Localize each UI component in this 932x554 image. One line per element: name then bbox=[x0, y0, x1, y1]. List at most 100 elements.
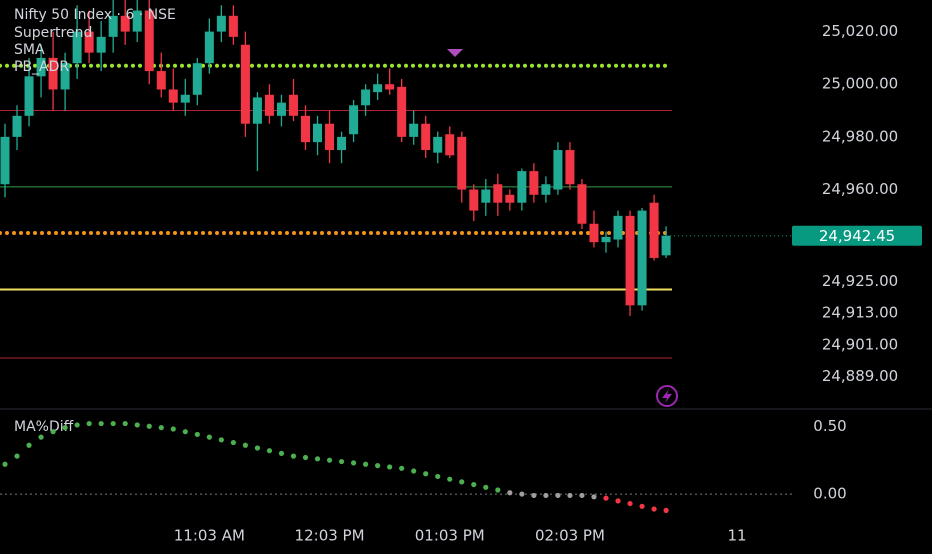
indicator-dot bbox=[399, 465, 405, 471]
candle-body bbox=[288, 94, 298, 116]
indicator-dot bbox=[158, 425, 164, 431]
signal-marker bbox=[447, 49, 463, 57]
candle-body bbox=[349, 105, 359, 135]
indicator-dot bbox=[182, 429, 188, 435]
indicator-dot bbox=[326, 457, 333, 463]
indicator-dot bbox=[375, 463, 381, 469]
candle-body bbox=[373, 84, 383, 93]
legend-entry: Supertrend bbox=[14, 25, 92, 41]
candle-body bbox=[180, 94, 190, 103]
candle-body bbox=[204, 31, 214, 64]
candle-body bbox=[276, 102, 286, 116]
indicator-dot bbox=[266, 448, 273, 454]
indicator-tick-label: 0.50 bbox=[813, 417, 846, 435]
candle-body bbox=[565, 150, 575, 185]
indicator-tick-label: 0.00 bbox=[813, 485, 846, 503]
candle-body bbox=[481, 189, 491, 203]
indicator-dot bbox=[14, 453, 20, 459]
indicator-dot bbox=[435, 473, 441, 480]
indicator-dot bbox=[278, 450, 285, 457]
candle-body bbox=[12, 115, 22, 137]
indicator-dot bbox=[338, 458, 345, 465]
indicator-dot bbox=[507, 490, 513, 496]
x-tick-label: 11 bbox=[727, 527, 746, 545]
indicator-dot bbox=[38, 434, 44, 440]
y-tick-label: 24,980.00 bbox=[822, 127, 898, 145]
indicator-dot bbox=[314, 456, 321, 462]
candle-body bbox=[240, 44, 250, 124]
candle-body bbox=[649, 202, 659, 258]
indicator-dot bbox=[363, 461, 369, 467]
legend-entry: PB_ADR bbox=[14, 59, 69, 75]
indicator-dot bbox=[194, 431, 200, 438]
candle-body bbox=[661, 235, 671, 256]
candle-body bbox=[457, 136, 467, 190]
x-tick-label: 11:03 AM bbox=[174, 527, 245, 545]
indicator-dot bbox=[651, 506, 657, 512]
indicator-dot bbox=[170, 426, 176, 432]
last-price-box bbox=[792, 225, 922, 246]
candle-body bbox=[529, 171, 539, 195]
candle-body bbox=[228, 15, 238, 37]
candle-body bbox=[385, 84, 395, 90]
indicator-dot bbox=[230, 439, 236, 446]
indicator-dot bbox=[122, 420, 128, 427]
candle-body bbox=[132, 10, 142, 32]
candle-body bbox=[192, 63, 202, 95]
indicator-dot bbox=[459, 479, 465, 485]
indicator-name: MA%Diff bbox=[14, 419, 74, 435]
indicator-dot bbox=[350, 460, 357, 466]
indicator-dot bbox=[555, 492, 561, 499]
candle-body bbox=[0, 136, 10, 185]
candle-body bbox=[445, 134, 455, 156]
indicator-dot bbox=[495, 487, 501, 493]
candle-body bbox=[168, 89, 178, 103]
candle-body bbox=[469, 189, 479, 211]
candle-body bbox=[144, 10, 154, 72]
indicator-dot bbox=[206, 434, 212, 440]
candle-body bbox=[313, 123, 323, 143]
indicator-dot bbox=[411, 468, 417, 474]
candle-body bbox=[301, 115, 310, 143]
indicator-dot bbox=[423, 471, 429, 477]
indicator-dot bbox=[627, 500, 633, 507]
candle-body bbox=[337, 136, 347, 151]
candle-body bbox=[433, 136, 443, 153]
indicator-dot bbox=[567, 492, 573, 499]
indicator-dot bbox=[50, 429, 56, 435]
candle-body bbox=[589, 223, 599, 243]
y-tick-label: 24,901.00 bbox=[822, 335, 898, 353]
alert-icon[interactable] bbox=[656, 385, 678, 407]
indicator-dot bbox=[483, 484, 489, 490]
candle-body bbox=[216, 15, 226, 32]
indicator-dot bbox=[26, 442, 32, 448]
y-tick-label: 25,020.00 bbox=[822, 22, 898, 40]
chart-title: Nifty 50 Index · 6 · NSE bbox=[14, 7, 176, 23]
x-tick-label: 12:03 PM bbox=[295, 527, 365, 545]
candle-body bbox=[120, 15, 130, 32]
indicator-dot bbox=[591, 494, 597, 500]
indicator-dot bbox=[639, 503, 645, 509]
candle-body bbox=[361, 89, 371, 106]
candle-body bbox=[517, 171, 527, 203]
indicator-dot bbox=[603, 495, 609, 501]
alert-bolt bbox=[662, 389, 672, 403]
candle-body bbox=[96, 36, 106, 53]
candle-body bbox=[637, 210, 647, 306]
candle-body bbox=[505, 194, 515, 203]
candle-body bbox=[409, 123, 419, 137]
candle-body bbox=[252, 97, 262, 124]
candle-body bbox=[36, 57, 46, 77]
candle-body bbox=[72, 31, 82, 64]
candle-body bbox=[60, 63, 70, 90]
candle-body bbox=[493, 184, 503, 203]
indicator-dot bbox=[302, 454, 309, 461]
indicator-dot bbox=[387, 464, 393, 470]
indicator-dot bbox=[471, 481, 477, 488]
y-tick-label: 24,913.00 bbox=[822, 304, 898, 322]
indicator-dot bbox=[2, 461, 8, 467]
candle-body bbox=[601, 236, 611, 243]
indicator-dot bbox=[663, 507, 669, 513]
indicator-dot bbox=[110, 420, 116, 427]
